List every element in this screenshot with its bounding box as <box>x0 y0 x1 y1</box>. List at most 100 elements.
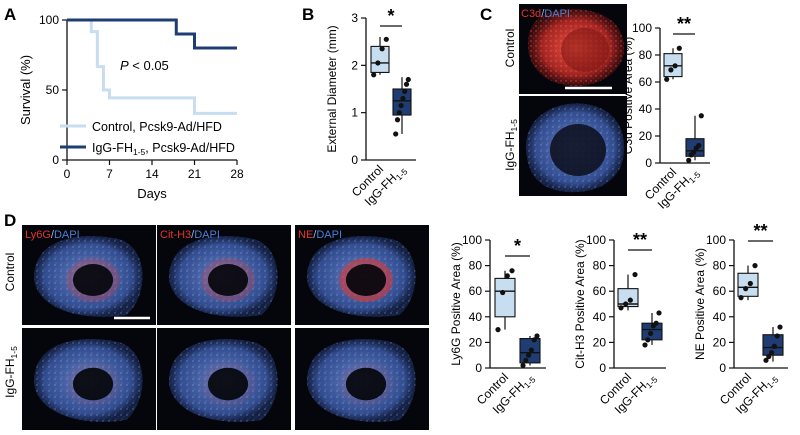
box-data-point <box>398 102 404 109</box>
stain-dapi: DAPI <box>194 229 220 241</box>
survival-xlabel: Days <box>137 186 167 201</box>
box-data-point <box>403 81 410 87</box>
box-data-point <box>668 67 674 73</box>
box-y-tick-label: 0 <box>351 153 358 167</box>
box-data-point <box>400 95 406 102</box>
box-y-tick-label: 80 <box>713 259 727 273</box>
box-y-tick-label: 20 <box>469 335 483 349</box>
box-data-point <box>504 273 510 279</box>
box-data-point <box>402 88 408 94</box>
stain-label: Ly6G/DAPI <box>25 229 80 241</box>
box-data-point <box>766 353 772 360</box>
box-ylabel: External Diameter (mm) <box>325 25 339 152</box>
box-data-point <box>393 131 399 137</box>
d-row-label-igg: IgG-FH1-5 <box>3 346 19 398</box>
box-y-tick-label: 60 <box>593 284 607 298</box>
box-data-point <box>769 350 775 356</box>
box-y-tick-label: 40 <box>713 310 727 324</box>
c3d-row-label-control: Control <box>503 29 517 68</box>
box-data-point <box>774 333 780 339</box>
box-data-point <box>656 310 662 316</box>
box-y-tick-label: 60 <box>713 284 727 298</box>
box-data-point <box>528 347 535 353</box>
survival-series <box>67 18 237 115</box>
box-data-point <box>738 295 744 301</box>
stain-marker: Ly6G <box>25 229 51 241</box>
survival-axes: 0 50 100 0 7 14 21 28 <box>39 13 244 181</box>
survival-x-tick-label: 14 <box>145 167 159 181</box>
d-micrograph-grid: Ly6G/DAPI Cit-H3/DAPI NE/DAPI <box>22 225 429 430</box>
survival-y-tick-label: 50 <box>46 83 60 97</box>
box-ylabel: NE Positive Area (%) <box>693 248 707 360</box>
d-micrograph-1-1 <box>157 328 291 430</box>
survival-legend: Control, Pcsk9-Ad/HFD IgG-FH1-5, Pcsk9-A… <box>60 120 235 157</box>
box-data-point <box>763 357 769 363</box>
panel-letter-d: D <box>4 211 16 230</box>
box-data-point <box>495 327 501 333</box>
box-ylabel: Cit-H3 Positive Area (%) <box>573 239 587 368</box>
box-data-point <box>509 268 515 274</box>
box-data-point <box>676 45 682 51</box>
box-y-tick-label: 80 <box>639 48 653 62</box>
c3d-control-micrograph: C3d/DAPI <box>519 4 627 94</box>
vessel-lumen <box>72 367 114 401</box>
box-data-point <box>698 113 704 119</box>
box-y-tick-label: 60 <box>639 75 653 89</box>
significance-stars: * <box>387 6 394 26</box>
box-data-point <box>648 330 654 337</box>
pvalue-italic: P <box>120 58 129 73</box>
box-data-point <box>696 142 702 149</box>
c3d-row-label-igg: IgG-FH1-5 <box>503 119 519 171</box>
d-micrograph-2-0: NE/DAPI <box>295 225 429 325</box>
box-data-point <box>653 320 659 326</box>
box-data-point <box>526 352 532 358</box>
stain-label: Cit-H3/DAPI <box>160 229 220 241</box>
box-iqr <box>370 45 390 73</box>
box-data-point <box>520 362 526 369</box>
box-data-point <box>627 297 633 303</box>
box-data-point <box>623 301 629 307</box>
box-data-point <box>618 305 624 311</box>
d-micrograph-0-0: Ly6G/DAPI <box>22 225 156 325</box>
panel-letter-c: C <box>480 5 492 24</box>
stain-marker: NE <box>298 229 313 241</box>
survival-x-tick-label: 21 <box>188 167 202 181</box>
box-data-point <box>686 157 692 163</box>
survival-y-tick-label: 0 <box>52 153 59 167</box>
survival-line-igg <box>67 18 237 50</box>
box-y-tick-label: 40 <box>593 310 607 324</box>
box-data-point <box>379 46 385 52</box>
box-data-point <box>394 117 401 123</box>
vessel-lumen <box>207 264 249 296</box>
box-data-point <box>672 63 678 69</box>
survival-x-tick-label: 28 <box>230 167 244 181</box>
box-data-point <box>500 289 506 296</box>
vessel-lumen <box>345 264 387 296</box>
survival-x-tick-label: 0 <box>64 167 71 181</box>
stain-sep: / <box>313 229 317 241</box>
box-data-point <box>771 343 778 349</box>
stain-sep: / <box>51 229 55 241</box>
box-y-tick-label: 1 <box>351 106 358 120</box>
survival-x-tick-label: 7 <box>106 167 113 181</box>
box-y-tick-label: 80 <box>593 259 607 273</box>
vessel-lumen <box>72 264 114 296</box>
c3d-stain-label: C3d/DAPI <box>521 8 570 20</box>
box-data-point <box>405 76 411 83</box>
box-iqr <box>737 272 759 297</box>
survival-ylabel: Survival (%) <box>18 55 33 125</box>
d-micrograph-2-1 <box>295 328 429 430</box>
pvalue-rest: < 0.05 <box>129 58 169 73</box>
stain-label: NE/DAPI <box>298 229 342 241</box>
panel-letter-b: B <box>302 5 314 24</box>
box-y-tick-label: 0 <box>719 361 726 375</box>
d-row-label-control: Control <box>3 253 17 292</box>
box-data-point <box>632 271 638 278</box>
significance-stars: ** <box>753 221 767 241</box>
